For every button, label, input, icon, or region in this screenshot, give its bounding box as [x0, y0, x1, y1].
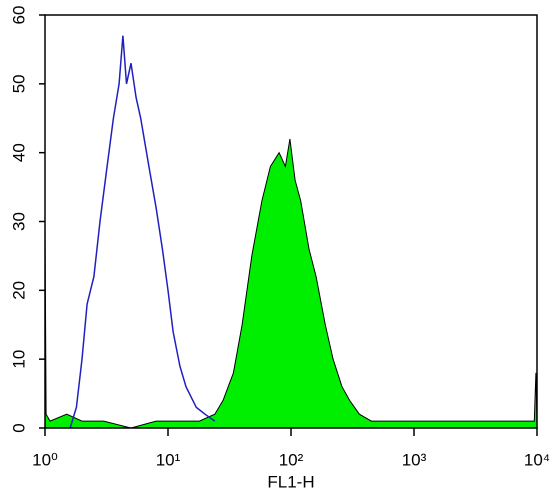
- y-tick-label: 20: [9, 281, 28, 300]
- x-tick-label: 10⁰: [32, 450, 58, 469]
- x-tick-label: 10³: [402, 450, 427, 469]
- y-tick-label: 10: [9, 350, 28, 369]
- y-tick-label: 0: [9, 423, 28, 432]
- y-tick-label: 50: [9, 74, 28, 93]
- x-tick-label: 10⁴: [524, 450, 550, 469]
- histogram-line: [69, 35, 216, 429]
- y-tick-label: 30: [9, 212, 28, 231]
- x-tick-label: 10²: [279, 450, 304, 469]
- y-tick-label: 60: [9, 6, 28, 25]
- x-axis-label: FL1-H: [267, 472, 314, 491]
- y-tick-label: 40: [9, 143, 28, 162]
- histogram-area: [44, 138, 538, 429]
- x-tick-label: 10¹: [156, 450, 181, 469]
